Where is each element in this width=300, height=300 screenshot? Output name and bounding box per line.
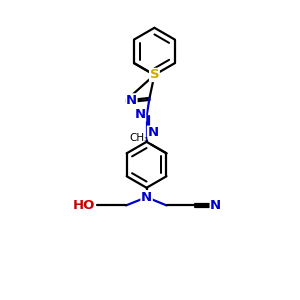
- Text: S: S: [150, 68, 159, 81]
- Text: N: N: [148, 126, 159, 139]
- Text: N: N: [126, 94, 137, 107]
- Text: CH₃: CH₃: [130, 133, 149, 143]
- Text: N: N: [141, 191, 152, 204]
- Text: HO: HO: [73, 199, 95, 212]
- Text: N: N: [210, 199, 221, 212]
- Text: N: N: [134, 108, 146, 121]
